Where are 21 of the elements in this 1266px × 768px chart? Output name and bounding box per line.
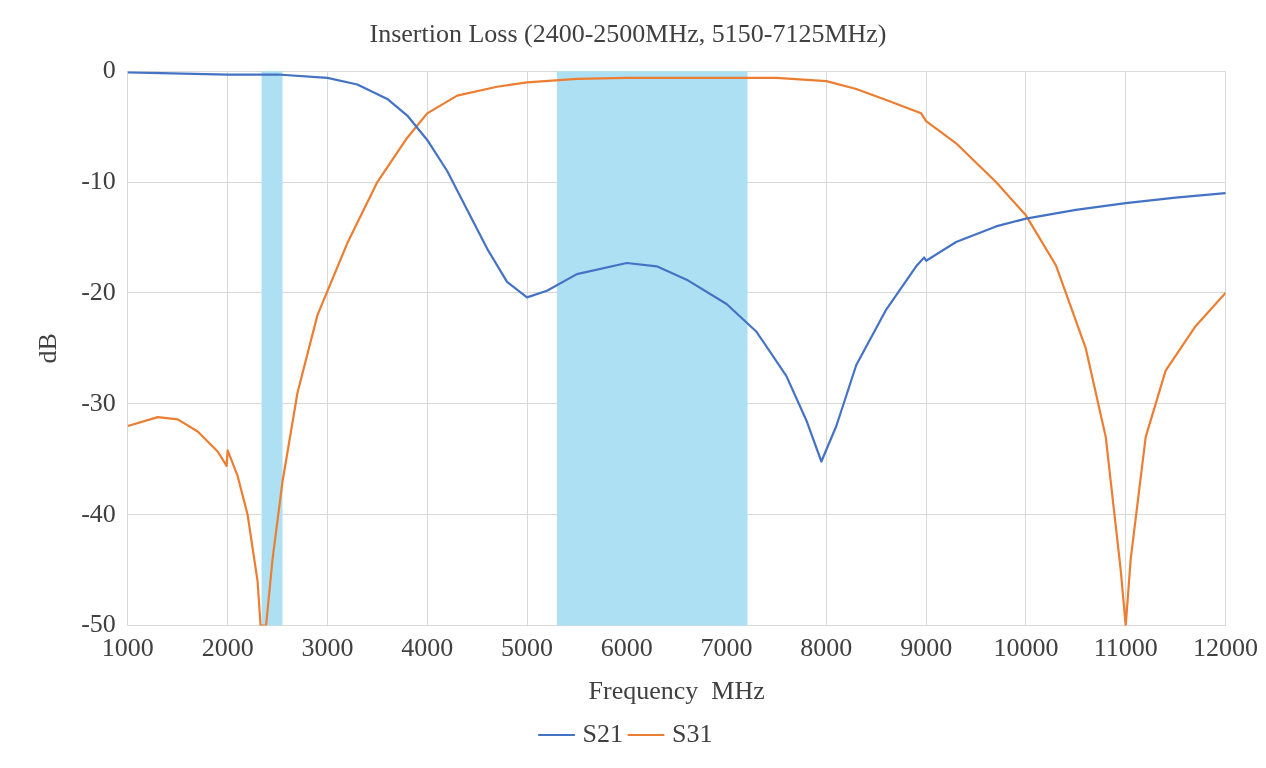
chart-title: Insertion Loss (2400-2500MHz, 5150-7125MHz) [369,19,887,49]
x-tick-label: 12000 [1193,633,1258,663]
x-tick-label: 4000 [401,633,454,663]
x-tick-label: 7000 [700,633,753,663]
x-tick-label: 11000 [1093,633,1158,663]
x-tick-label: 8000 [800,633,853,663]
x-tick-label: 6000 [600,633,653,663]
y-tick-label: -40 [81,498,116,528]
y-tick-label: -10 [81,165,116,195]
y-tick-label: -20 [81,276,116,306]
legend-label: S31 [672,718,713,748]
y-axis-title: dB [33,333,63,364]
x-tick-label: 10000 [993,633,1059,663]
x-tick-label: 3000 [301,633,354,663]
legend-label: S21 [582,718,624,748]
y-tick-label: 0 [102,55,116,85]
x-tick-label: 5000 [501,633,553,663]
y-tick-label: -30 [81,387,116,417]
x-axis-title: Frequency MHz [588,676,765,706]
x-tick-label: 9000 [900,633,953,663]
x-tick-label: 2000 [201,633,254,663]
